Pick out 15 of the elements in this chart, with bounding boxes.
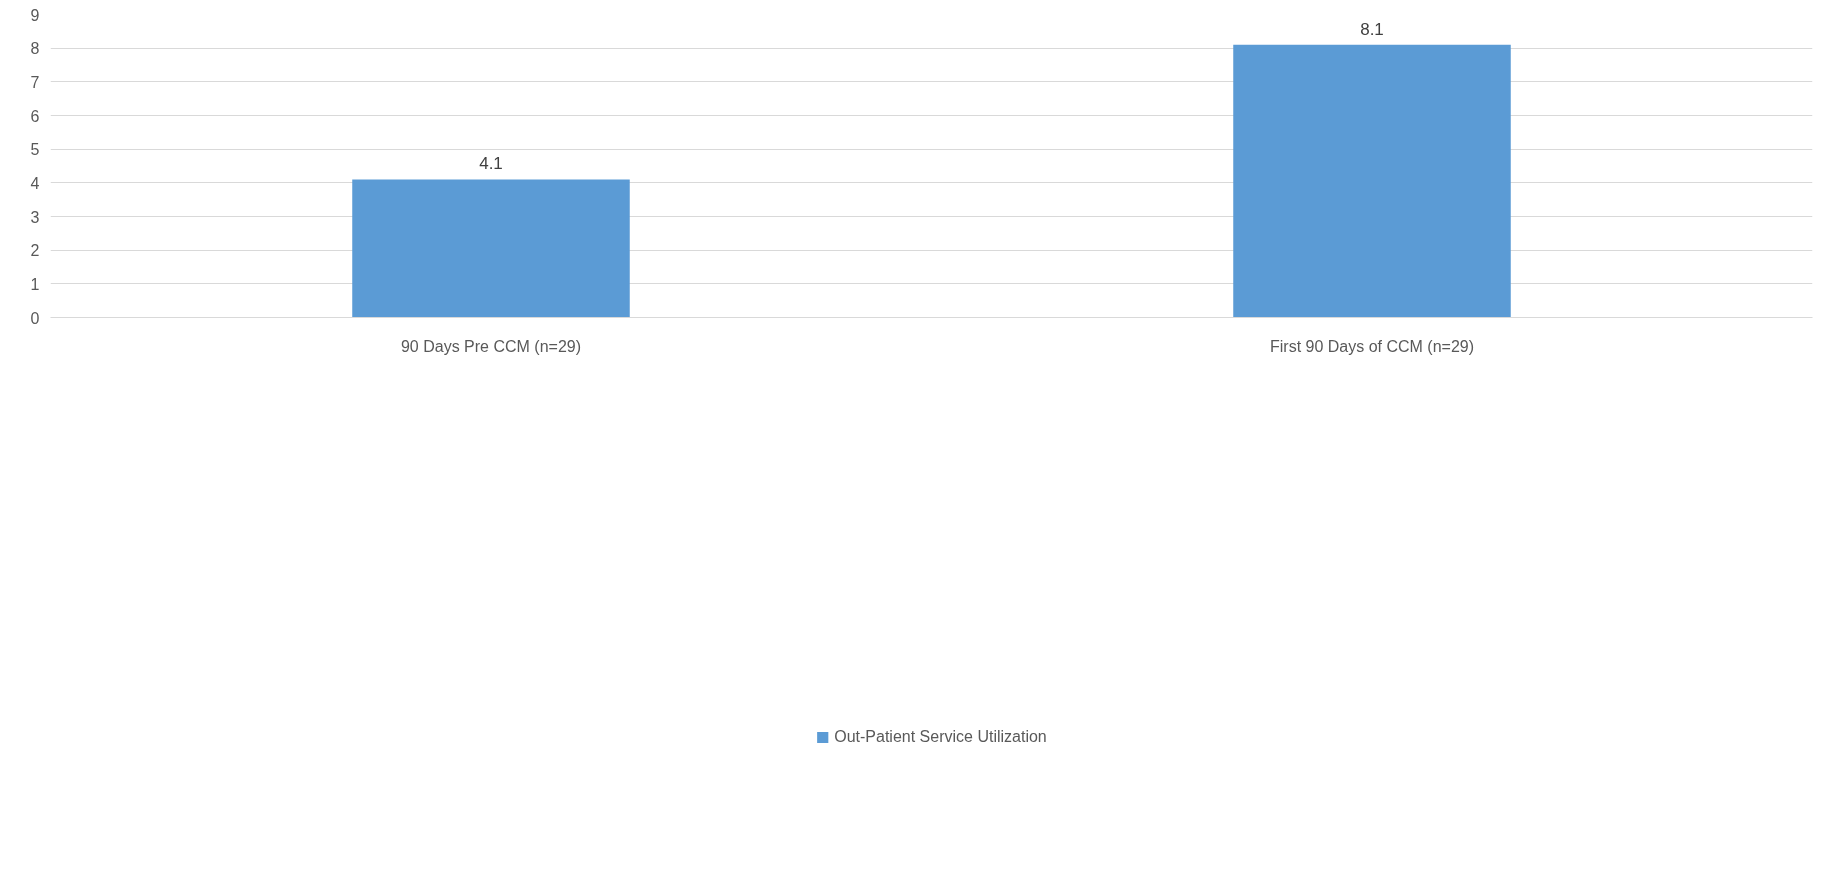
y-tick-label: 1 <box>30 275 40 293</box>
y-tick-label: 9 <box>30 6 40 24</box>
x-tick-label: First 90 Days of CCM (n=29) <box>1269 337 1475 355</box>
y-tick-label: 6 <box>30 107 40 125</box>
y-tick-label: 5 <box>30 141 40 159</box>
y-tick-label: 2 <box>30 242 40 260</box>
y-tick-label: 3 <box>30 208 40 226</box>
x-tick-label: 90 Days Pre CCM (n=29) <box>400 337 582 355</box>
y-tick-label: 7 <box>30 73 40 91</box>
legend-label: Out-Patient Service Utilization <box>834 727 1047 746</box>
data-label: 8.1 <box>1360 19 1384 39</box>
y-tick-label: 0 <box>30 309 40 327</box>
data-label: 4.1 <box>479 154 503 174</box>
y-tick-label: 4 <box>30 174 40 192</box>
y-tick-label: 8 <box>30 40 40 58</box>
